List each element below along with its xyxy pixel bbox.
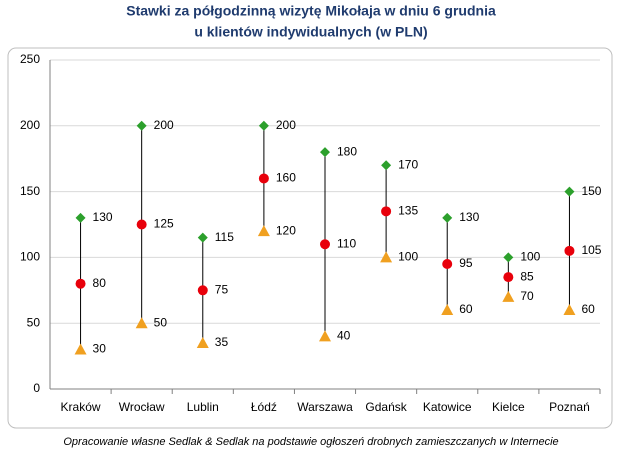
max-marker [320,147,330,158]
chart-title: Stawki za półgodzinną wizytę Mikołaja w … [126,3,496,19]
x-tick-label: Wrocław [119,400,165,414]
value-label: 100 [398,250,418,264]
mid-marker [503,272,514,283]
mid-marker [136,219,147,230]
value-label: 100 [520,250,540,264]
value-label: 180 [337,144,357,158]
max-marker [75,212,86,223]
min-marker [441,304,454,316]
value-label: 130 [459,210,479,224]
min-marker [502,290,515,302]
value-label: 125 [154,217,174,231]
value-label: 60 [581,302,595,316]
max-marker [564,186,575,197]
max-marker [381,160,392,171]
max-marker [197,232,208,243]
min-marker [563,304,576,316]
max-marker [136,120,147,131]
value-label: 120 [276,223,296,237]
min-marker [74,343,87,355]
value-label: 135 [398,204,418,218]
x-tick-label: Łódź [251,400,277,414]
value-label: 70 [520,289,534,303]
value-label: 200 [154,118,174,132]
x-tick-label: Katowice [423,400,472,414]
value-label: 200 [276,118,296,132]
y-tick-label: 250 [20,52,40,66]
mid-marker [442,258,453,269]
value-label: 40 [337,329,351,343]
mid-marker [381,206,392,217]
value-label: 95 [459,256,473,270]
value-label: 150 [581,184,601,198]
max-marker [442,212,453,223]
value-label: 160 [276,171,296,185]
value-label: 110 [337,236,356,250]
value-label: 80 [93,276,107,290]
min-marker [319,330,331,342]
value-label: 30 [93,342,107,356]
mid-marker [564,245,575,256]
y-tick-label: 50 [27,315,41,329]
max-marker [503,252,514,263]
value-label: 60 [459,302,473,316]
max-marker [258,120,269,131]
value-label: 130 [93,210,113,224]
chart-frame [7,47,613,429]
mid-marker [75,278,86,289]
x-tick-label: Warszawa [297,400,353,414]
y-tick-label: 100 [20,250,40,264]
y-tick-label: 0 [33,381,40,395]
min-marker [135,317,148,329]
mid-marker [258,173,269,184]
x-tick-label: Lublin [187,400,219,414]
value-label: 35 [215,335,229,349]
chart-title: u klientów indywidualnych (w PLN) [194,24,427,40]
min-marker [380,251,393,263]
y-tick-label: 150 [20,184,40,198]
value-label: 115 [215,230,234,244]
min-marker [257,225,270,237]
mid-marker [320,239,330,250]
x-tick-label: Poznań [549,400,590,414]
source-note: Opracowanie własne Sedlak & Sedlak na po… [63,436,558,448]
value-label: 170 [398,157,418,171]
value-label: 85 [520,269,534,283]
x-tick-label: Kraków [61,400,101,414]
x-tick-label: Kielce [492,400,525,414]
y-tick-label: 200 [20,118,40,132]
value-label: 105 [581,243,601,257]
mid-marker [197,285,208,296]
value-label: 50 [154,315,168,329]
min-marker [196,336,209,348]
x-tick-label: Gdańsk [365,400,407,414]
value-label: 75 [215,282,229,296]
